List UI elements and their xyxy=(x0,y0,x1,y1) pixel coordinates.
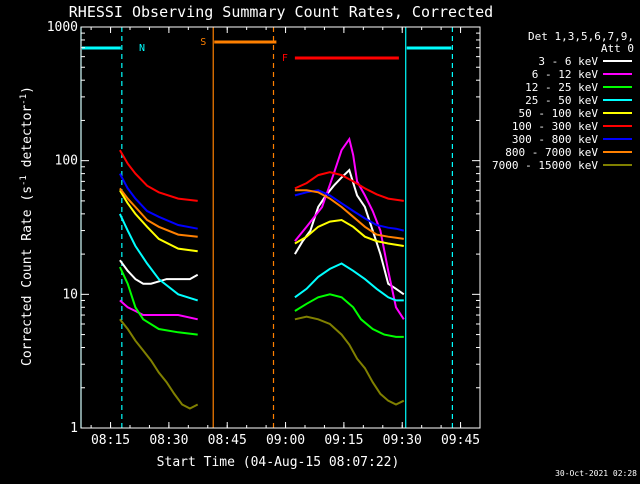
series-line-12-25kev-1 xyxy=(294,293,404,338)
x-tick-label: 08:30 xyxy=(149,433,188,448)
x-axis-label: Start Time (04-Aug-15 08:07:22) xyxy=(157,455,400,470)
series-line-12-25kev-0 xyxy=(118,266,198,336)
series-line-800-7000kev-1 xyxy=(294,189,404,240)
legend-header-detectors: Det 1,3,5,6,7,9, xyxy=(528,30,634,43)
series-line-100-300kev-0 xyxy=(119,149,198,202)
legend-header-attenuator: Att 0 xyxy=(601,42,634,55)
x-tick-label: 08:45 xyxy=(208,433,247,448)
plot-frame xyxy=(80,26,481,429)
x-tick-label: 09:15 xyxy=(324,433,363,448)
series-line-800-7000kev-0 xyxy=(119,187,198,238)
x-tick-label: 09:45 xyxy=(441,433,480,448)
legend-entry-label: 800 - 7000 keV xyxy=(505,146,598,159)
series-line-7000-15000kev-1 xyxy=(294,315,405,406)
chart-title: RHESSI Observing Summary Count Rates, Co… xyxy=(69,3,493,21)
legend-entry-label: 25 - 50 keV xyxy=(525,94,598,107)
y-tick-label: 1000 xyxy=(47,20,78,35)
x-tick-label: 09:00 xyxy=(266,433,305,448)
series-line-100-300kev-1 xyxy=(294,171,404,202)
state-label-F: F xyxy=(282,53,288,64)
plot-area: N S F xyxy=(80,27,453,428)
series-line-6-12kev-1 xyxy=(294,136,405,320)
legend-entry-label: 300 - 800 keV xyxy=(512,133,598,146)
y-axis-label-part: detector xyxy=(20,105,35,176)
series-line-25-50kev-0 xyxy=(118,213,198,302)
axes: 08:15 08:30 08:45 09:00 09:15 09:30 09:45 1 10 10… xyxy=(47,20,481,448)
legend-entry-label: 3 - 6 keV xyxy=(538,55,598,68)
series-line-300-800kev-0 xyxy=(119,173,198,230)
y-axis-label: Corrected Count Rate (s-1 detector-1) xyxy=(19,86,35,366)
legend-entry-label: 7000 - 15000 keV xyxy=(492,159,598,172)
legend-entry-label: 100 - 300 keV xyxy=(512,120,598,133)
footer-timestamp: 30-Oct-2021 02:28 xyxy=(555,469,637,478)
state-label-S: S xyxy=(200,37,206,48)
series-line-25-50kev-1 xyxy=(294,262,404,302)
legend-entry-label: 50 - 100 keV xyxy=(519,107,599,120)
y-axis-label-part: -1 xyxy=(19,175,29,186)
y-tick-label: 10 xyxy=(62,287,78,302)
series-line-50-100kev-1 xyxy=(294,218,404,247)
series-line-3-6kev-0 xyxy=(119,259,199,285)
series-line-7000-15000kev-0 xyxy=(119,318,199,410)
legend-entry-label: 12 - 25 keV xyxy=(525,81,598,94)
x-tick-label: 08:15 xyxy=(91,433,130,448)
y-axis-label-part: -1 xyxy=(19,94,29,105)
x-tick-label: 09:30 xyxy=(383,433,422,448)
y-tick-label: 100 xyxy=(55,154,78,169)
series-line-50-100kev-0 xyxy=(119,189,198,253)
y-axis-label-part: ) xyxy=(20,86,35,94)
y-tick-label: 1 xyxy=(70,421,78,436)
y-axis-label-part: Corrected Count Rate (s xyxy=(20,186,35,366)
state-label-N: N xyxy=(139,43,145,54)
series-line-3-6kev-1 xyxy=(294,168,405,296)
legend-entry-label: 6 - 12 keV xyxy=(532,68,599,81)
series-line-6-12kev-0 xyxy=(119,299,198,321)
